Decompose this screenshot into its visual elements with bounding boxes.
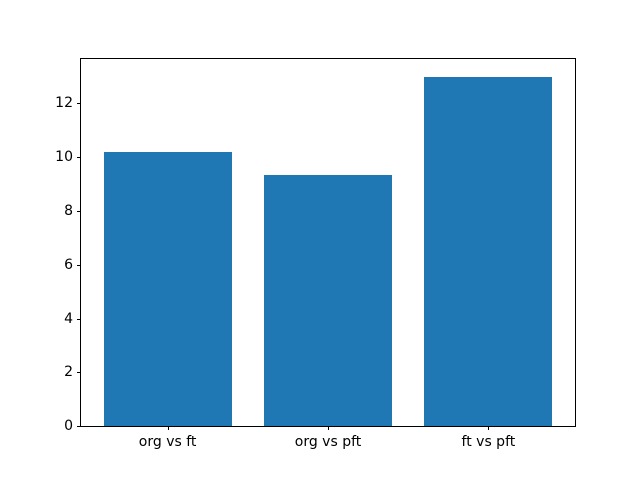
y-tick-label: 0 xyxy=(64,418,73,434)
bar-org-vs-ft xyxy=(103,151,232,426)
y-tick xyxy=(77,103,81,105)
x-tick-label: org vs pft xyxy=(294,434,362,450)
y-tick-label: 10 xyxy=(55,149,73,166)
y-tick-label: 8 xyxy=(64,202,73,219)
x-tick-label: org vs ft xyxy=(138,434,197,450)
y-tick xyxy=(77,157,81,159)
x-tick xyxy=(488,426,490,430)
x-tick-label: ft vs pft xyxy=(461,434,516,450)
y-tick-label: 2 xyxy=(64,364,73,381)
y-tick-label: 6 xyxy=(64,256,73,273)
x-tick xyxy=(328,426,329,430)
bar-org-vs-pft xyxy=(263,174,393,426)
y-tick-label: 12 xyxy=(55,95,73,112)
x-tick xyxy=(167,426,169,430)
y-tick xyxy=(77,264,81,266)
y-tick xyxy=(77,318,81,320)
y-tick xyxy=(77,372,81,374)
bar-ft-vs-pft xyxy=(424,76,553,426)
y-tick xyxy=(77,210,81,212)
y-tick-label: 4 xyxy=(64,310,73,327)
y-tick xyxy=(77,426,81,427)
axes: org vs ft org vs pft ft vs pft 0 2 4 6 8 10 12 xyxy=(55,58,576,449)
